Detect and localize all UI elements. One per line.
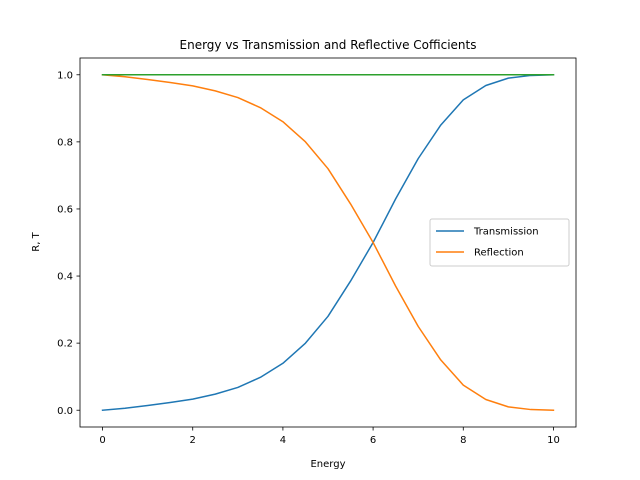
x-tick-label: 4	[280, 435, 286, 446]
y-tick-label: 0.4	[57, 272, 73, 283]
legend-box	[429, 218, 570, 267]
y-tick-label: 0.0	[57, 406, 73, 417]
x-axis-label: Energy	[310, 459, 345, 470]
chart-title: Energy vs Transmission and Reflective Co…	[180, 38, 477, 52]
legend-label-reflection: Reflection	[474, 248, 524, 259]
x-tick-label: 10	[547, 435, 560, 446]
x-tick-label: 0	[99, 435, 105, 446]
legend-label-transmission: Transmission	[473, 227, 539, 238]
y-axis: 0.0 0.2 0.4 0.6 0.8 1.0	[57, 70, 80, 417]
y-tick-label: 1.0	[57, 70, 73, 81]
series-line-transmission	[101, 73, 555, 412]
legend: Transmission Reflection	[429, 218, 570, 267]
y-axis-label: R, T	[31, 231, 42, 251]
y-tick-label: 0.6	[57, 205, 73, 216]
x-tick-label: 8	[460, 435, 466, 446]
x-tick-label: 2	[190, 435, 196, 446]
x-tick-label: 6	[370, 435, 376, 446]
series-layer	[101, 73, 555, 412]
y-tick-label: 0.8	[57, 137, 73, 148]
y-tick-label: 0.2	[57, 339, 73, 350]
x-axis: 0 2 4 6 8 10	[99, 427, 560, 446]
series-line-reflection	[101, 73, 555, 412]
